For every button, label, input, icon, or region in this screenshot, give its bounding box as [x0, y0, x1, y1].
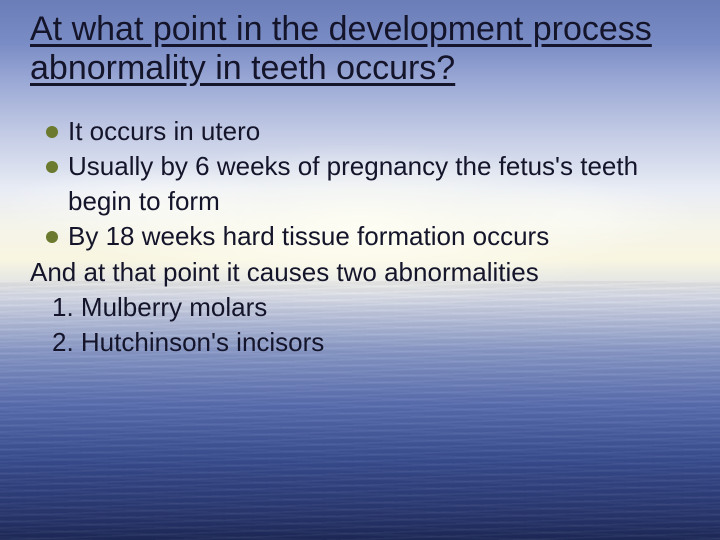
slide-content: At what point in the development process…: [0, 0, 720, 360]
numbered-item: 2. Hutchinson's incisors: [52, 325, 690, 360]
bullet-text: By 18 weeks hard tissue formation occurs: [68, 219, 690, 254]
bullet-text: It occurs in utero: [68, 114, 690, 149]
bullet-item: Usually by 6 weeks of pregnancy the fetu…: [46, 149, 690, 219]
slide-body: It occurs in utero Usually by 6 weeks of…: [30, 114, 690, 360]
slide: At what point in the development process…: [0, 0, 720, 540]
continuation-line: And at that point it causes two abnormal…: [30, 255, 690, 290]
bullet-icon: [46, 231, 58, 243]
bullet-icon: [46, 161, 58, 173]
slide-title: At what point in the development process…: [30, 10, 690, 88]
bullet-icon: [46, 126, 58, 138]
bullet-text: Usually by 6 weeks of pregnancy the fetu…: [68, 149, 690, 219]
numbered-item: 1. Mulberry molars: [52, 290, 690, 325]
bullet-item: By 18 weeks hard tissue formation occurs: [46, 219, 690, 254]
bullet-item: It occurs in utero: [46, 114, 690, 149]
